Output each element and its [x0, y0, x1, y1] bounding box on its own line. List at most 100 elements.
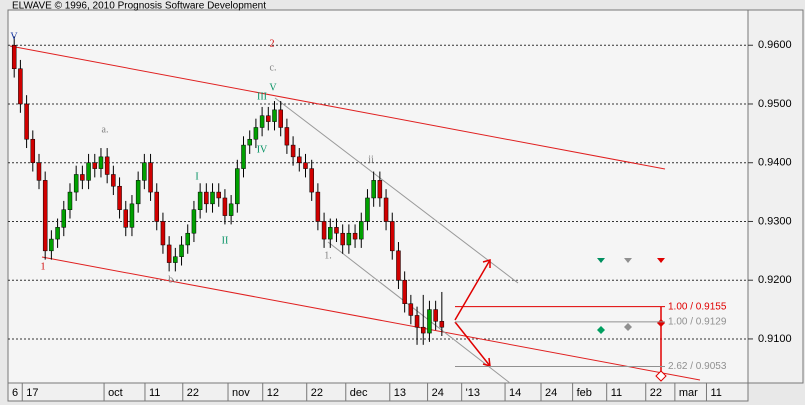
candle-body: [204, 191, 209, 205]
wave-label: II: [222, 235, 229, 246]
chart-title: ELWAVE © 1996, 2010 Prognosis Software D…: [12, 1, 266, 12]
x-tick-label: '13: [466, 387, 480, 399]
candle-body: [80, 174, 85, 181]
arrow-head: [482, 357, 491, 368]
candle-body: [148, 162, 153, 193]
y-tick-label: 0.9200: [758, 274, 792, 286]
candle-body: [396, 250, 401, 281]
candle-body: [290, 144, 296, 158]
fib-levels: 1.00 / 0.9155 1.00 / 0.9129 2.62 / 0.9053: [455, 301, 727, 372]
candle-body: [278, 109, 283, 128]
candle-body: [129, 203, 135, 228]
x-tick-label: 13: [394, 387, 406, 399]
y-tick-label: 0.9300: [758, 215, 792, 227]
candle-body: [346, 232, 352, 246]
candle-body: [321, 221, 327, 240]
x-tick-label: 24: [432, 387, 444, 399]
x-tick-label: 11: [710, 387, 721, 399]
marker: [655, 370, 667, 382]
wave-label: ii: [368, 154, 374, 165]
candle-body: [173, 256, 178, 263]
candle-body: [197, 191, 203, 210]
candle-body: [185, 232, 190, 246]
candle-body: [123, 209, 129, 228]
candle-body: [98, 156, 104, 169]
candle-body: [104, 156, 110, 175]
candle-body: [365, 197, 370, 222]
x-tick-label: 11: [611, 387, 622, 399]
candle-body: [24, 103, 29, 140]
marker: [624, 258, 632, 263]
candle-body: [266, 115, 271, 122]
x-tick-label: 22: [311, 387, 323, 399]
marker: [624, 323, 632, 331]
candle-body: [390, 221, 395, 252]
arrow: [454, 321, 491, 367]
candle-body: [334, 227, 339, 234]
candle-body: [420, 326, 426, 334]
trend-line: [327, 241, 511, 384]
x-tick-label: dec: [350, 387, 368, 399]
x-tick-label: 6: [12, 387, 18, 399]
candle-body: [340, 232, 345, 246]
trend-line: [274, 97, 519, 284]
wave-label: b.: [168, 274, 176, 285]
candle-body: [371, 180, 376, 199]
y-tick-label: 0.9100: [758, 333, 792, 345]
wave-label: 1: [41, 261, 46, 272]
markers: [597, 258, 667, 382]
candle-body: [297, 156, 302, 163]
candle-body: [303, 162, 308, 169]
candle-body: [86, 162, 91, 181]
candle-body: [135, 180, 141, 205]
marker: [657, 319, 665, 327]
wave-label: 1.: [324, 250, 332, 261]
arrow-head: [482, 259, 491, 268]
candle-body: [222, 197, 228, 216]
fib-label: 1.00 / 0.9155: [668, 301, 727, 312]
candle-body: [383, 197, 389, 222]
candle-body: [241, 144, 246, 169]
candle-body: [73, 174, 79, 193]
candle-body: [117, 185, 122, 210]
candle-body: [42, 180, 48, 252]
candle-body: [439, 321, 445, 328]
candle-body: [179, 244, 184, 257]
candle-body: [49, 238, 54, 252]
candle-body: [61, 209, 67, 228]
y-tick-label: 0.9400: [758, 157, 792, 169]
wave-label: V: [269, 82, 277, 93]
candle-body: [36, 162, 42, 181]
candle-body: [315, 191, 321, 222]
channel-line: [9, 45, 666, 170]
x-tick-label: 24: [545, 387, 557, 399]
candle-body: [377, 180, 383, 199]
wave-label: a.: [102, 124, 109, 135]
candle-body: [235, 168, 240, 205]
candle-body: [414, 315, 420, 328]
candle-body: [160, 221, 166, 246]
x-tick-label: 11: [149, 387, 160, 399]
candle-body: [191, 209, 197, 234]
candle-body: [352, 232, 358, 240]
candle-body: [328, 227, 333, 240]
candle-body: [427, 309, 432, 334]
fib-label: 2.62 / 0.9053: [668, 361, 727, 372]
candle-body: [142, 162, 147, 181]
x-tick-label: mar: [679, 387, 698, 399]
wave-label: III: [257, 91, 267, 102]
candle-body: [92, 162, 98, 169]
channel-line: [41, 256, 701, 381]
candle-body: [228, 203, 234, 216]
x-tick-label: 14: [509, 387, 521, 399]
x-tick-label: 22: [187, 387, 199, 399]
arrow: [454, 259, 491, 321]
wave-label: V: [10, 31, 18, 42]
x-tick-label: nov: [232, 387, 250, 399]
candle-body: [309, 168, 314, 193]
candle-body: [11, 44, 17, 69]
candle-body: [166, 244, 172, 263]
candle-body: [272, 109, 277, 122]
candle-body: [408, 303, 414, 316]
